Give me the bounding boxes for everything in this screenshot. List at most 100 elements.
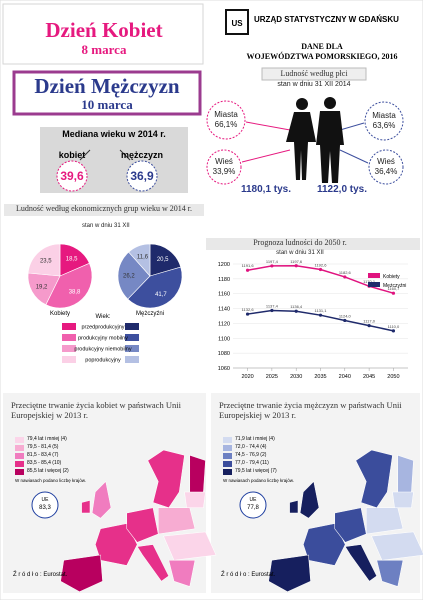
legend-swatch <box>125 334 139 341</box>
line-subtitle: stan w dniu 31 XII <box>276 250 324 256</box>
country <box>147 449 185 509</box>
y-tick-label: 1060 <box>218 366 230 372</box>
x-tick-label: 2035 <box>314 374 326 380</box>
point <box>270 264 274 268</box>
country <box>289 500 299 514</box>
value-label: 1132,6 <box>242 307 255 312</box>
legend-swatch <box>15 469 24 475</box>
line-title: Prognoza ludności do 2050 r. <box>253 238 347 247</box>
pie-slice <box>27 272 61 306</box>
date-women: 8 marca <box>81 42 127 57</box>
country <box>376 559 404 587</box>
legend-swatch <box>223 437 232 443</box>
country <box>91 480 112 519</box>
office: URZĄD STATYSTYCZNY W GDAŃSKU <box>254 15 399 24</box>
value-label: 1124,0 <box>339 313 352 318</box>
y-tick-label: 1080 <box>218 351 230 357</box>
legend-swatch <box>15 453 24 459</box>
legend-label: produkcyjny niemobilny <box>74 347 131 353</box>
pie-label: 11,6 <box>137 254 149 260</box>
legend-swatch <box>368 282 380 287</box>
legend-swatch <box>15 437 24 443</box>
eu-label: UE <box>41 497 49 503</box>
y-tick-label: 1200 <box>218 262 230 268</box>
date-men: 10 marca <box>81 97 133 112</box>
rural-value: 36,4% <box>374 167 398 176</box>
eu-circle <box>239 491 267 519</box>
country <box>184 491 206 509</box>
pie-slice <box>117 251 151 300</box>
point <box>391 291 396 295</box>
legend-label: 77,0 - 79,4 (11) <box>235 460 269 466</box>
value-label: 1197,4 <box>266 259 279 264</box>
point <box>391 329 396 333</box>
point <box>318 313 323 317</box>
eu-circle <box>31 491 59 519</box>
source: Ź r ó d ł o : Eurostat. <box>13 572 68 578</box>
pie-label: 18,5 <box>66 256 78 262</box>
legend-label: Mężczyźni <box>383 283 406 289</box>
city-label: Miasta <box>214 110 238 119</box>
value-label: 1110,0 <box>388 324 400 329</box>
value-label: 1197,6 <box>290 259 303 264</box>
legend-label: poprodukcyjny <box>85 358 121 364</box>
pie-label: 20,5 <box>157 257 169 263</box>
value-label: 1182,6 <box>339 270 352 275</box>
value-label: 1160,7 <box>387 286 400 291</box>
x-tick-label: 2040 <box>339 374 351 380</box>
x-tick-label: 2020 <box>241 374 253 380</box>
point <box>270 308 274 313</box>
pie-subtitle: stan w dniu 31 XII <box>82 223 130 229</box>
country <box>355 449 393 509</box>
pie-slice <box>149 243 182 277</box>
median-women-label: kobiet <box>58 150 86 160</box>
pie-name: Kobiety <box>50 311 70 317</box>
point <box>367 324 371 328</box>
pie-name: Mężczyźni <box>136 311 164 317</box>
pie-label: 23,5 <box>40 258 52 264</box>
country <box>136 544 170 582</box>
legend-label: 79,4 lat i mniej (4) <box>27 436 67 442</box>
sex-subtitle: stan w dniu 31 XII 2014 <box>277 81 351 88</box>
legend-swatch <box>125 323 139 330</box>
pie-slice <box>45 262 93 309</box>
legend-swatch <box>368 273 380 278</box>
y-tick-label: 1120 <box>218 321 230 327</box>
country <box>168 559 196 587</box>
title-men: Dzień Mężczyzn <box>34 74 180 98</box>
y-tick-label: 1180 <box>218 277 230 283</box>
legend-title: Wiek: <box>96 314 111 320</box>
svg-text:US: US <box>231 19 243 28</box>
country <box>189 454 206 498</box>
legend-swatch <box>62 345 76 352</box>
pie-slice <box>27 243 61 277</box>
country <box>365 507 404 535</box>
x-tick-label: 2025 <box>266 374 278 380</box>
eu-value: 83,3 <box>39 505 51 511</box>
rural-label: Wieś <box>377 157 395 166</box>
pie-label: 41,7 <box>155 292 167 298</box>
point <box>245 268 250 272</box>
city-value: 63,6% <box>372 121 396 130</box>
legend-swatch <box>62 356 76 363</box>
men-total: 1122,0 tys. <box>316 184 368 195</box>
rural-value: 33,9% <box>212 167 236 176</box>
map-note: W nawiasach podano liczbę krajów. <box>15 478 87 483</box>
point <box>318 267 323 272</box>
legend-swatch <box>223 469 232 475</box>
sex-title: Ludność według płci <box>280 69 348 78</box>
city-value: 66,1% <box>214 120 238 129</box>
pie-title: Ludność według ekonomicznych grup wieku … <box>16 204 192 213</box>
legend-label: produkcyjny mobilny <box>78 336 128 342</box>
point <box>294 264 298 268</box>
map <box>268 449 423 593</box>
map-title: Przeciętne trwanie życia kobiet w państw… <box>11 400 181 420</box>
value-label: 1192,6 <box>315 262 328 267</box>
median-men-label: mężczyzn <box>120 150 164 160</box>
legend-label: przedprodukcyjny <box>81 325 124 331</box>
legend-swatch <box>223 445 232 451</box>
legend-label: Kobiety <box>383 274 400 280</box>
y-tick-label: 1160 <box>218 292 230 298</box>
rural-label: Wieś <box>215 157 233 166</box>
